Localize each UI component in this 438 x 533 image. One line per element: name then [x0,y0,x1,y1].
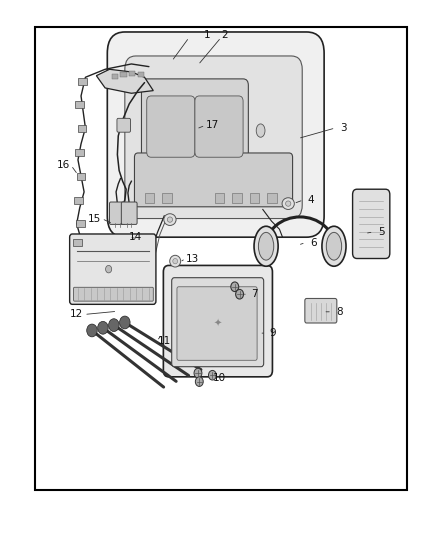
Bar [35,27,407,490]
Bar [162,193,172,203]
Bar [129,71,135,76]
Text: 1: 1 [203,30,210,39]
Circle shape [98,321,108,334]
Ellipse shape [286,201,291,206]
Polygon shape [96,69,153,93]
Ellipse shape [254,226,278,266]
Bar [138,72,144,77]
Bar [250,193,259,203]
Bar [78,78,87,85]
Text: 9: 9 [269,328,276,338]
FancyBboxPatch shape [305,298,337,323]
FancyBboxPatch shape [107,32,324,237]
Bar [73,239,82,246]
Circle shape [106,265,112,273]
Circle shape [236,289,244,299]
Text: 15: 15 [88,214,101,223]
FancyBboxPatch shape [172,278,264,367]
Bar [75,101,84,108]
FancyBboxPatch shape [195,96,243,157]
Text: 12: 12 [70,310,83,319]
Bar [76,220,85,227]
Bar [74,197,83,204]
Bar [75,149,84,156]
Text: 3: 3 [340,123,347,133]
Text: 13: 13 [186,254,199,263]
FancyBboxPatch shape [353,189,390,259]
Bar [145,193,154,203]
Ellipse shape [326,232,342,260]
Bar [120,72,127,77]
Circle shape [87,324,97,337]
Circle shape [231,282,239,292]
Circle shape [208,370,216,380]
Text: 17: 17 [206,120,219,130]
Circle shape [194,368,202,378]
FancyBboxPatch shape [70,234,156,304]
Bar [112,74,118,79]
Circle shape [195,377,203,386]
Circle shape [109,319,119,332]
Ellipse shape [256,124,265,137]
FancyBboxPatch shape [121,202,137,224]
FancyBboxPatch shape [110,202,125,224]
Bar [77,173,85,180]
Text: 14: 14 [129,232,142,242]
Text: 11: 11 [158,336,171,346]
FancyBboxPatch shape [141,79,248,166]
Ellipse shape [173,259,178,264]
FancyBboxPatch shape [117,118,131,132]
FancyBboxPatch shape [125,56,302,219]
FancyBboxPatch shape [163,265,272,377]
FancyBboxPatch shape [74,287,153,301]
Text: 6: 6 [310,238,317,247]
Bar [78,125,86,132]
Text: 7: 7 [251,289,258,299]
FancyBboxPatch shape [177,287,257,360]
Bar [232,193,242,203]
Ellipse shape [167,217,173,222]
Text: 10: 10 [212,374,226,383]
Ellipse shape [322,226,346,266]
Text: 4: 4 [307,195,314,205]
FancyBboxPatch shape [134,153,293,207]
Ellipse shape [164,214,176,225]
Circle shape [120,316,130,329]
FancyBboxPatch shape [147,96,195,157]
Bar [215,193,224,203]
Ellipse shape [170,255,180,267]
Text: 16: 16 [57,160,70,170]
Ellipse shape [282,198,294,209]
Text: 2: 2 [221,30,228,39]
Bar [267,193,277,203]
Text: 5: 5 [378,227,385,237]
Text: ✦: ✦ [214,319,222,328]
Ellipse shape [258,232,274,260]
Text: 8: 8 [336,307,343,317]
